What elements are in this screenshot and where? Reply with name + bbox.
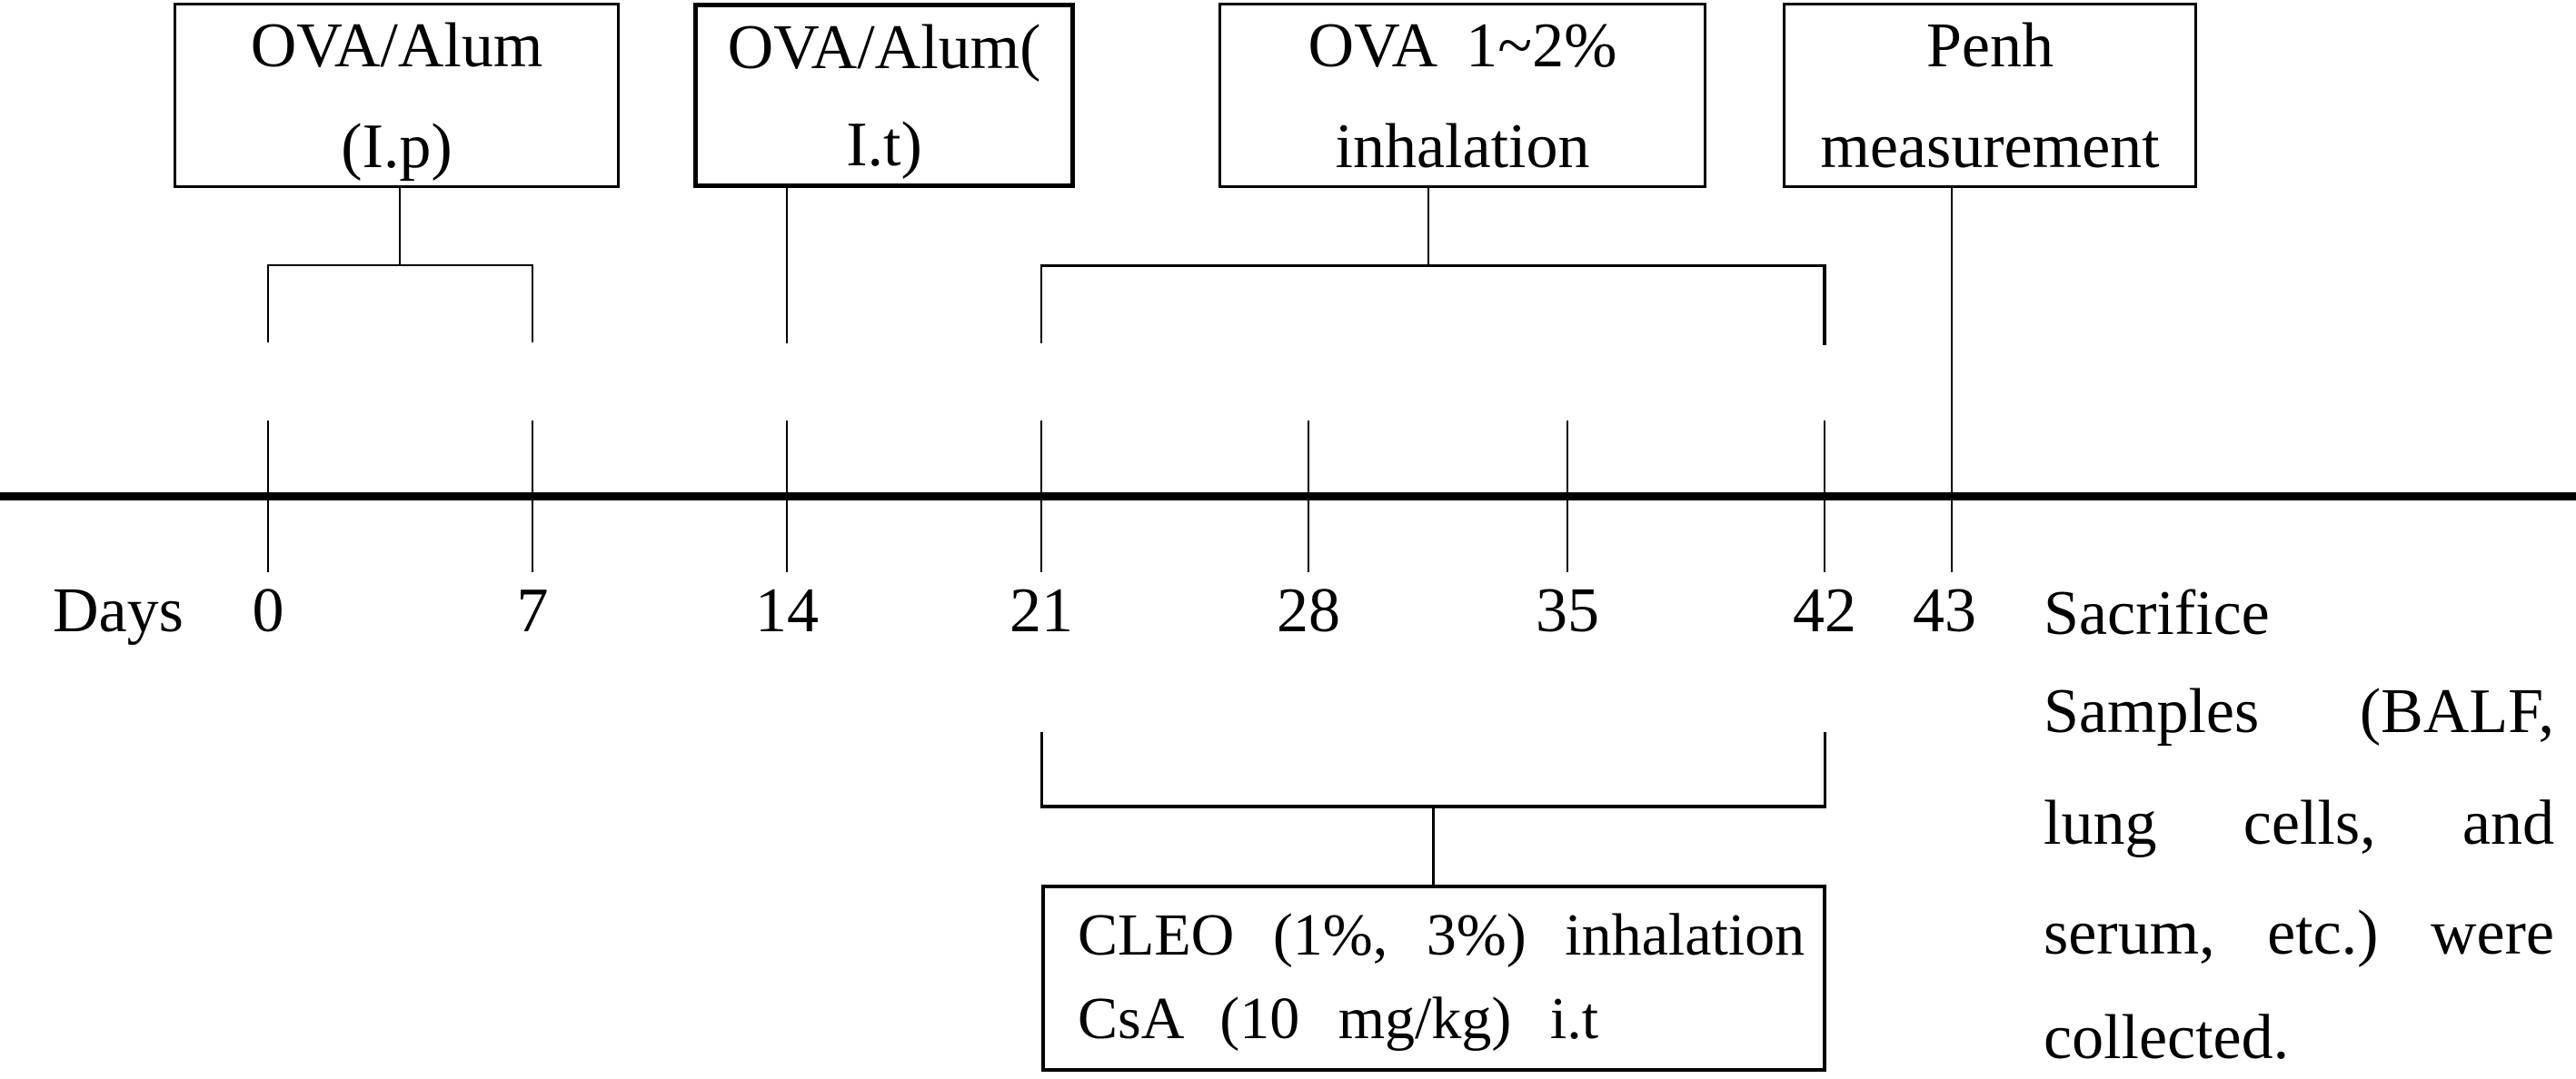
ip-box-stem-line [399,188,401,264]
ova-alum-it-box: OVA/Alum( I.t) [693,3,1075,188]
tick-day-28 [1308,421,1309,572]
note-word: etc.) [2267,898,2379,968]
tick-day-14 [786,421,788,572]
sacrifice-note-line-2: Samples (BALF, [2044,671,2554,753]
note-word: collected. [2044,1003,2290,1073]
tick-label-day-35: 35 [1536,576,1599,646]
ova-alum-ip-line2: (I.p) [341,112,453,182]
it-box-stem-line [786,188,788,343]
treatment-bracket-horizontal-line [1040,805,1826,808]
note-word: cells, [2243,788,2376,858]
sacrifice-note-line-4: serum, etc.) were [2044,893,2554,975]
ova-inhalation-box: OVA 1~2% inhalation [1218,3,1706,188]
note-word: lung [2044,788,2157,858]
ova-inhalation-line2: inhalation [1335,112,1590,182]
note-word: Sacrifice [2044,579,2270,648]
penh-line2: measurement [1820,112,2160,182]
tick-day-7 [532,421,533,572]
tick-day-0 [267,421,269,572]
csa-dose-line: CsA (10 mg/kg) i.t [1078,985,1599,1052]
ova-alum-ip-line1: OVA/Alum [250,11,543,81]
cleo-csa-treatment-box: CLEO (1%, 3%) inhalation CsA (10 mg/kg) … [1041,885,1826,1072]
tick-day-21 [1040,421,1042,572]
ova-alum-it-line2: I.t) [846,110,922,180]
note-word: were [2430,898,2554,968]
ip-bracket-left-drop-line [267,264,269,342]
tick-label-day-7: 7 [516,576,549,646]
sacrifice-note-line-1: Sacrifice [2044,573,2554,655]
treatment-bracket-left-riser-line [1040,732,1043,807]
sacrifice-note-line-3: lung cells, and [2044,783,2554,865]
ip-bracket-horizontal-line [267,264,533,266]
tick-label-day-0: 0 [252,576,284,646]
tick-day-42 [1824,421,1825,572]
note-word: Samples [2044,677,2260,747]
tick-label-day-14: 14 [755,576,819,646]
cleo-inhalation-line: CLEO (1%, 3%) inhalation [1078,902,1805,968]
note-word: (BALF, [2359,677,2554,747]
penh-line1: Penh [1926,11,2054,81]
note-word: serum, [2044,898,2215,968]
challenge-bracket-right-drop-line [1823,264,1826,345]
penh-measurement-box: Penh measurement [1783,3,2197,188]
tick-label-day-42: 42 [1793,576,1856,646]
ova-inhalation-line1: OVA 1~2% [1308,11,1617,81]
tick-label-day-43: 43 [1913,576,1976,646]
treatment-bracket-right-riser-line [1824,732,1826,807]
challenge-bracket-left-drop-line [1040,264,1042,343]
challenge-bracket-horizontal-line [1040,264,1826,267]
sacrifice-note: Sacrifice Samples (BALF, lung cells, and… [2044,573,2554,1076]
tick-label-day-21: 21 [1010,576,1073,646]
penh-stem-day43-line [1951,188,1953,572]
treatment-box-stem-line [1432,808,1435,885]
sacrifice-note-line-5: collected. [2044,997,2554,1079]
note-word: and [2462,788,2554,858]
ova-alum-ip-box: OVA/Alum (I.p) [174,3,620,188]
axis-label-days: Days [53,576,184,646]
ip-bracket-right-drop-line [532,264,533,342]
ova-alum-it-line1: OVA/Alum( [727,13,1041,83]
tick-label-day-28: 28 [1277,576,1340,646]
tick-day-35 [1566,421,1568,572]
timeline-axis [0,492,2576,500]
challenge-box-stem-line [1427,188,1429,266]
